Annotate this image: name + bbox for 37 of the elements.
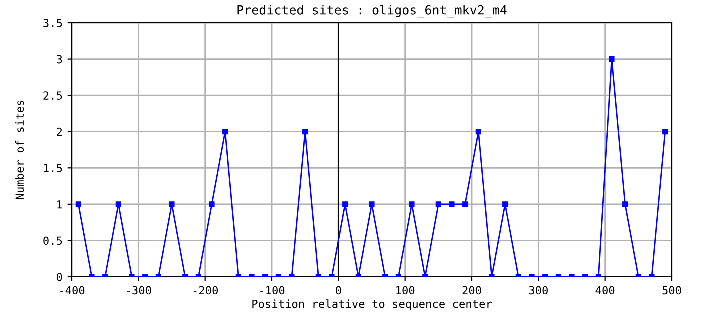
x-axis-title: Position relative to sequence center	[252, 300, 492, 310]
y-tick-label: 2.5	[44, 92, 62, 100]
point	[436, 202, 442, 208]
point	[622, 202, 628, 208]
x-tick-label: -100	[260, 286, 285, 295]
x-tick-label: 0	[336, 286, 342, 295]
x-tick-label: 400	[596, 286, 615, 295]
point	[169, 202, 175, 208]
point	[662, 129, 668, 135]
y-tick-label: 1	[58, 200, 62, 209]
point	[342, 202, 348, 208]
y-tick-label: 1.5	[44, 164, 62, 173]
chart-title: Predicted sites : oligos_6nt_mkv2_m4	[238, 5, 507, 18]
x-tick-label: -200	[194, 286, 218, 295]
y-tick-label: 0.5	[44, 236, 62, 246]
y-tick-label: 3	[57, 55, 62, 64]
y-tick-label: 0	[57, 273, 62, 282]
x-tick-label: 200	[462, 286, 482, 295]
point	[409, 202, 415, 208]
x-tick-label: -400	[60, 286, 85, 295]
x-tick-label: -300	[127, 286, 152, 295]
y-tick-label: 3.5	[44, 19, 62, 28]
y-tick-label: 2	[57, 128, 62, 136]
point	[302, 129, 308, 135]
x-tick-label: 500	[662, 286, 682, 295]
point	[116, 202, 122, 208]
point	[462, 202, 468, 208]
point	[222, 129, 228, 135]
point	[209, 202, 215, 208]
point	[449, 202, 455, 208]
x-tick-label: 300	[529, 286, 548, 295]
y-axis-title: Number of sites	[15, 100, 24, 200]
point	[502, 202, 508, 208]
point	[369, 202, 375, 208]
x-tick-label: 100	[396, 286, 415, 295]
point	[476, 129, 482, 135]
point	[76, 202, 82, 208]
